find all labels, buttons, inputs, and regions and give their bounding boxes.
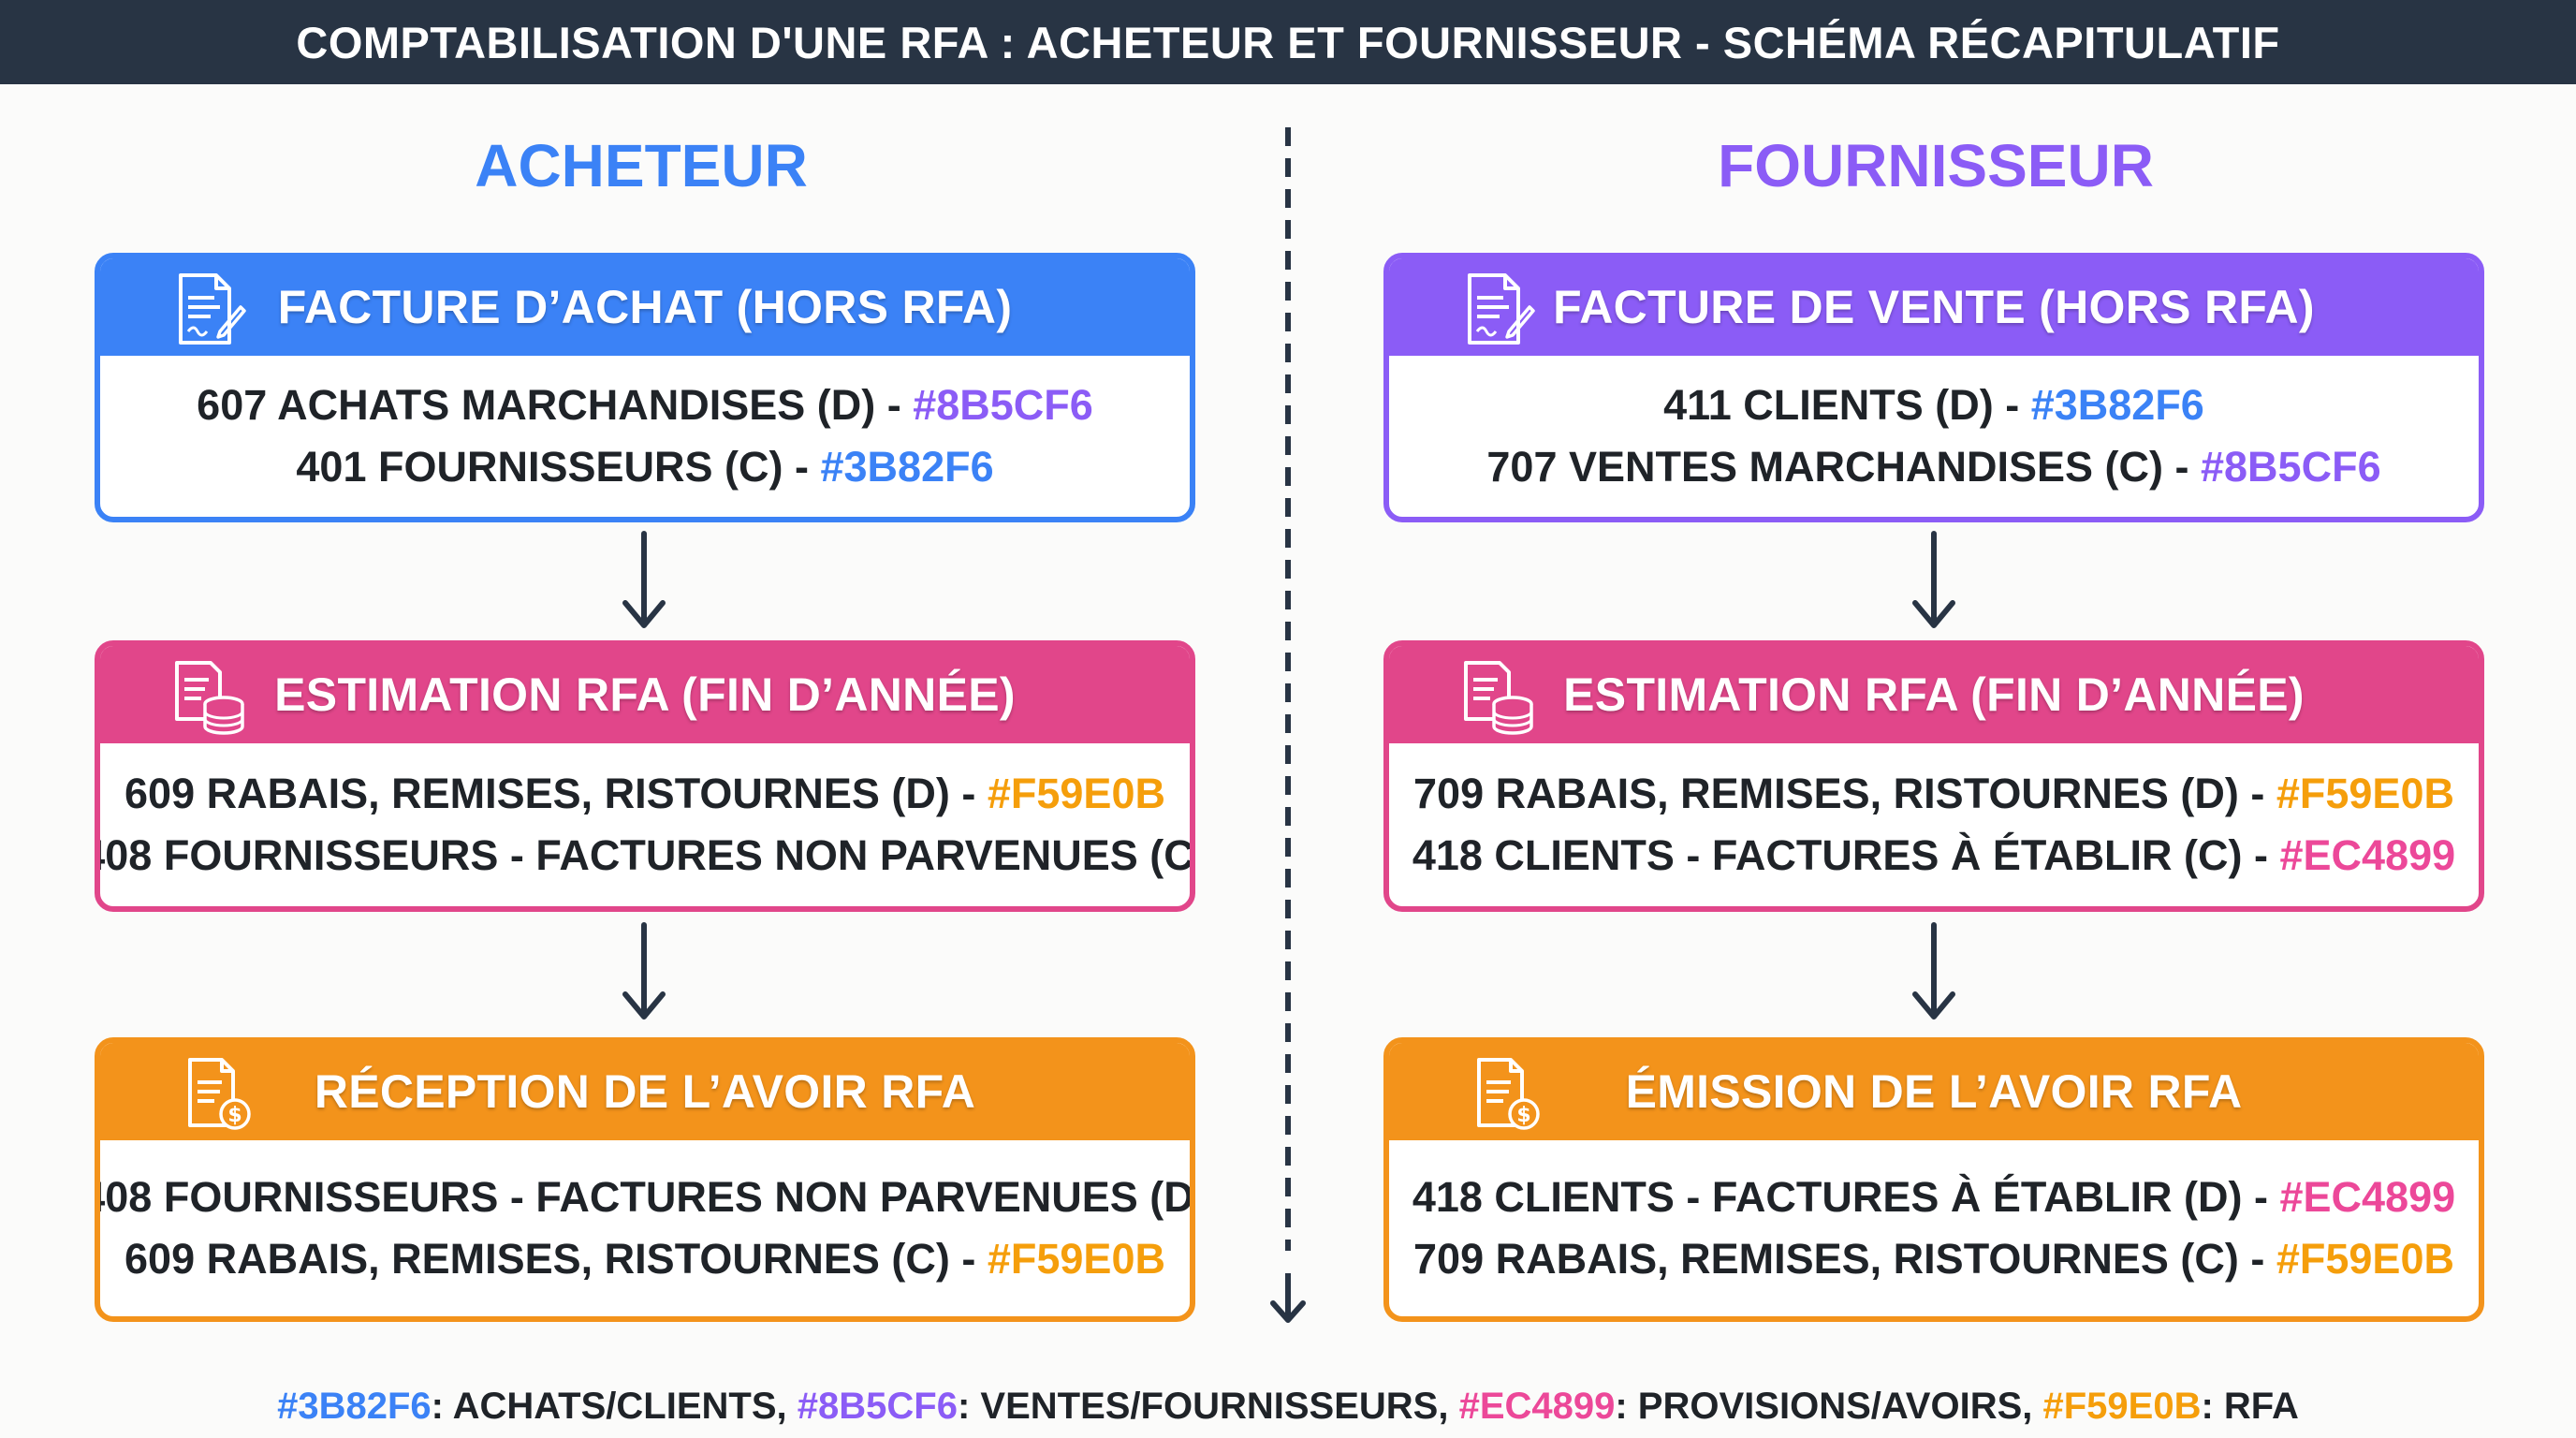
entry-line: 401 FOURNISSEURS (C) - #3B82F6: [296, 443, 994, 491]
color-code: #3B82F6: [2030, 381, 2204, 429]
legend-code: #8B5CF6: [797, 1386, 958, 1427]
entry-line: 418 CLIENTS - FACTURES À ÉTABLIR (C) - #…: [1412, 831, 2456, 879]
svg-text:$: $: [227, 1104, 242, 1127]
card-title: ESTIMATION RFA (FIN D’ANNÉE): [274, 668, 1016, 721]
color-code: #F59E0B: [2276, 1235, 2454, 1283]
down-arrow-icon: [1912, 922, 1955, 1020]
entry-line: 408 FOURNISSEURS - FACTURES NON PARVENUE…: [95, 1173, 1195, 1221]
legend-label: : ACHATS/CLIENTS,: [431, 1386, 798, 1427]
entry-line: 607 ACHATS MARCHANDISES (D) - #8B5CF6: [197, 381, 1093, 429]
card-body: 408 FOURNISSEURS - FACTURES NON PARVENUE…: [100, 1140, 1190, 1316]
card-body: 709 RABAIS, REMISES, RISTOURNES (D) - #F…: [1389, 743, 2479, 906]
buyer-column-title: ACHETEUR: [475, 132, 808, 199]
down-arrow-icon: [622, 922, 666, 1020]
entry-line: 709 RABAIS, REMISES, RISTOURNES (D) - #F…: [1413, 770, 2454, 817]
card-title: ÉMISSION DE L’AVOIR RFA: [1625, 1065, 2243, 1118]
column-divider: [1285, 127, 1291, 1251]
card-body: 607 ACHATS MARCHANDISES (D) - #8B5CF6 40…: [100, 356, 1190, 517]
card-title: ESTIMATION RFA (FIN D’ANNÉE): [1563, 668, 2305, 721]
invoice-icon: [1468, 273, 1535, 345]
card-header: FACTURE D’ACHAT (HORS RFA): [100, 258, 1190, 356]
header-bar: COMPTABILISATION D'UNE RFA : ACHETEUR ET…: [0, 0, 2576, 84]
supplier-card-sales-invoice: FACTURE DE VENTE (HORS RFA) 411 CLIENTS …: [1383, 253, 2484, 522]
credit-note-icon: $: [1477, 1058, 1540, 1130]
legend-code: #EC4899: [1458, 1386, 1616, 1427]
color-code: #F59E0B: [2276, 770, 2454, 817]
legend-label: : PROVISIONS/AVOIRS,: [1615, 1386, 2043, 1427]
color-code: #8B5CF6: [2201, 443, 2381, 491]
color-legend: #3B82F6: ACHATS/CLIENTS, #8B5CF6: VENTES…: [0, 1386, 2576, 1428]
card-header: ESTIMATION RFA (FIN D’ANNÉE): [100, 646, 1190, 743]
invoice-icon: [179, 273, 246, 345]
entry-line: 609 RABAIS, REMISES, RISTOURNES (D) - #F…: [124, 770, 1165, 817]
card-header: FACTURE DE VENTE (HORS RFA): [1389, 258, 2479, 356]
color-code: #F59E0B: [987, 770, 1165, 817]
entry-line: 707 VENTES MARCHANDISES (C) - #8B5CF6: [1486, 443, 2381, 491]
page-title: COMPTABILISATION D'UNE RFA : ACHETEUR ET…: [296, 17, 2280, 67]
color-code: #EC4899: [2279, 831, 2456, 879]
entry-line: 609 RABAIS, REMISES, RISTOURNES (C) - #F…: [124, 1235, 1165, 1283]
color-code: #F59E0B: [987, 1235, 1165, 1283]
divider-arrow-icon: [1270, 1273, 1306, 1323]
legend-code: #F59E0B: [2042, 1386, 2202, 1427]
legend-label: : VENTES/FOURNISSEURS,: [957, 1386, 1459, 1427]
card-body: 411 CLIENTS (D) - #3B82F6 707 VENTES MAR…: [1389, 356, 2479, 517]
buyer-card-credit-note-reception: $ RÉCEPTION DE L’AVOIR RFA 408 FOURNISSE…: [95, 1037, 1195, 1322]
card-title: RÉCEPTION DE L’AVOIR RFA: [314, 1065, 976, 1118]
buyer-card-purchase-invoice: FACTURE D’ACHAT (HORS RFA) 607 ACHATS MA…: [95, 253, 1195, 522]
supplier-card-credit-note-issue: $ ÉMISSION DE L’AVOIR RFA 418 CLIENTS - …: [1383, 1037, 2484, 1322]
down-arrow-icon: [622, 531, 666, 628]
color-code: #8B5CF6: [913, 381, 1093, 429]
entry-line: 418 CLIENTS - FACTURES À ÉTABLIR (D) - #…: [1412, 1173, 2456, 1221]
card-header: $ ÉMISSION DE L’AVOIR RFA: [1389, 1043, 2479, 1140]
credit-note-icon: $: [188, 1058, 251, 1130]
svg-text:$: $: [1516, 1104, 1530, 1127]
supplier-card-rfa-estimate: ESTIMATION RFA (FIN D’ANNÉE) 709 RABAIS,…: [1383, 640, 2484, 912]
card-title: FACTURE D’ACHAT (HORS RFA): [277, 281, 1013, 333]
card-body: 609 RABAIS, REMISES, RISTOURNES (D) - #F…: [100, 743, 1190, 906]
supplier-column-title: FOURNISSEUR: [1718, 132, 2154, 199]
color-code: #EC4899: [2279, 1173, 2456, 1221]
entry-line: 411 CLIENTS (D) - #3B82F6: [1663, 381, 2204, 429]
card-header: $ RÉCEPTION DE L’AVOIR RFA: [100, 1043, 1190, 1140]
ledger-coins-icon: [1464, 661, 1533, 735]
legend-label: : RFA: [2201, 1386, 2299, 1427]
down-arrow-icon: [1912, 531, 1955, 628]
card-title: FACTURE DE VENTE (HORS RFA): [1553, 281, 2315, 333]
buyer-card-rfa-estimate: ESTIMATION RFA (FIN D’ANNÉE) 609 RABAIS,…: [95, 640, 1195, 912]
entry-line: 709 RABAIS, REMISES, RISTOURNES (C) - #F…: [1413, 1235, 2454, 1283]
ledger-coins-icon: [175, 661, 244, 735]
card-body: 418 CLIENTS - FACTURES À ÉTABLIR (D) - #…: [1389, 1140, 2479, 1316]
color-code: #3B82F6: [820, 443, 994, 491]
entry-line: 408 FOURNISSEURS - FACTURES NON PARVENUE…: [95, 831, 1195, 879]
legend-code: #3B82F6: [277, 1386, 432, 1427]
card-header: ESTIMATION RFA (FIN D’ANNÉE): [1389, 646, 2479, 743]
